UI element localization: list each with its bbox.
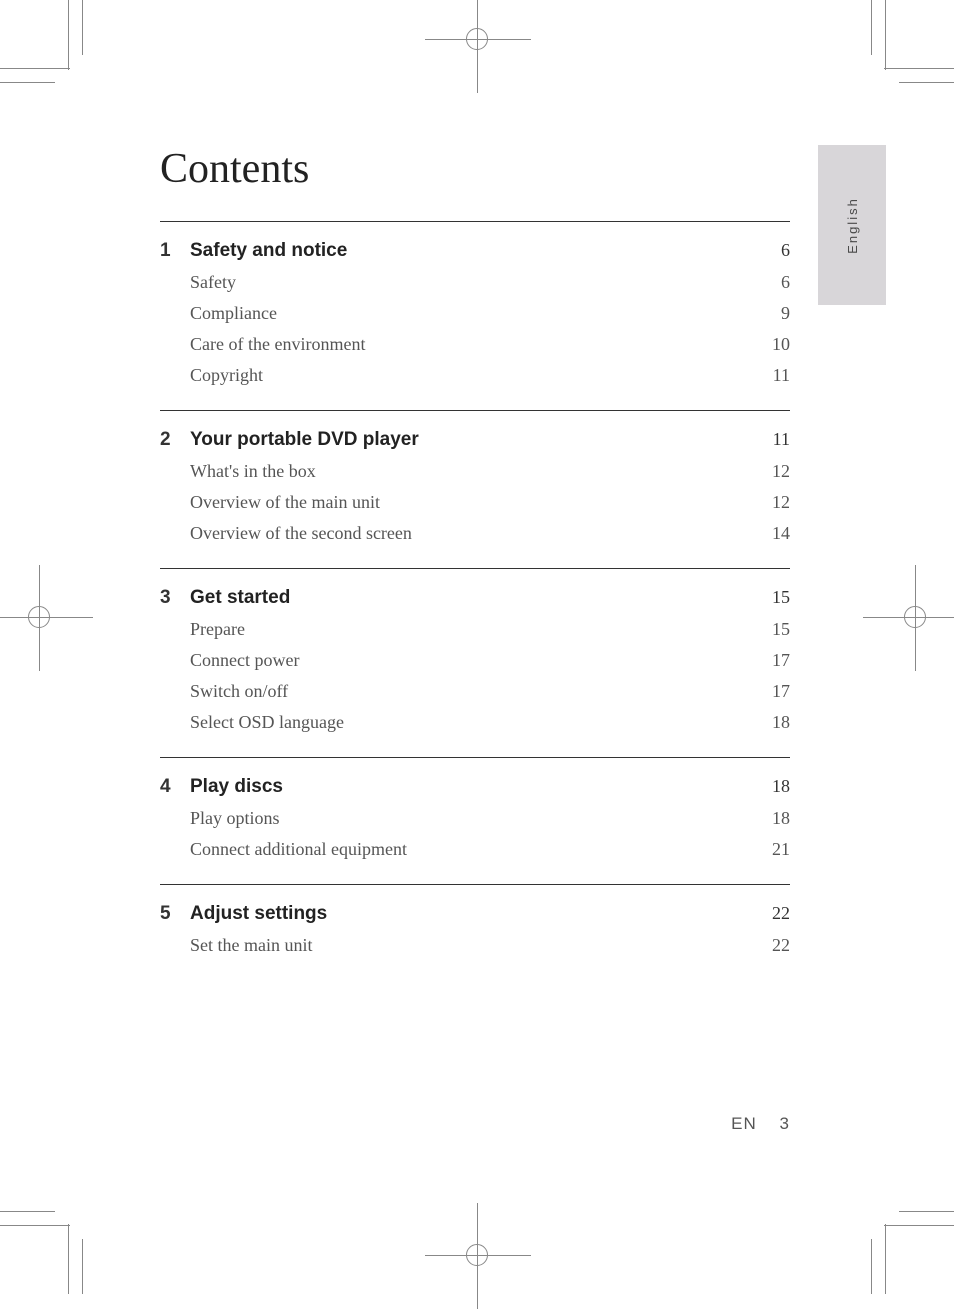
toc-section-number: 4 [160,776,190,798]
crop-mark [0,68,70,69]
toc-heading-row: 4Play discs18 [160,776,790,798]
toc-item-label: Overview of the second screen [190,523,750,544]
toc-item-label: Set the main unit [190,935,750,956]
toc-section-heading: Your portable DVD player [190,429,750,451]
toc-item-row: Connect power17 [160,650,790,671]
toc-item-page: 10 [750,334,790,355]
toc-heading-row: 1Safety and notice6 [160,240,790,262]
crop-mark [884,1225,954,1226]
toc-item-row: Safety6 [160,272,790,293]
registration-mark-icon [466,28,488,50]
toc-section-page: 11 [750,429,790,450]
toc-item-label: Overview of the main unit [190,492,750,513]
crop-mark [884,68,954,69]
language-tab-label: English [844,197,859,254]
toc-item-label: Prepare [190,619,750,640]
toc-item-page: 15 [750,619,790,640]
toc-section-heading: Play discs [190,776,750,798]
toc-section-page: 6 [750,240,790,261]
crop-mark [871,1239,872,1294]
crop-mark [0,1225,70,1226]
toc-item-row: Set the main unit22 [160,935,790,956]
registration-mark-icon [28,606,50,628]
toc-item-page: 9 [750,303,790,324]
crop-mark [885,1224,886,1294]
toc-item-row: Copyright11 [160,365,790,386]
table-of-contents: 1Safety and notice6Safety6Compliance9Car… [160,221,790,980]
toc-item-page: 22 [750,935,790,956]
toc-section-page: 22 [750,903,790,924]
toc-section-heading: Safety and notice [190,240,750,262]
footer-page-number: 3 [780,1114,789,1133]
toc-section: 5Adjust settings22Set the main unit22 [160,884,790,980]
toc-item-page: 6 [750,272,790,293]
toc-section: 2Your portable DVD player11What's in the… [160,410,790,568]
toc-item-page: 17 [750,681,790,702]
toc-item-label: Connect power [190,650,750,671]
page-content: Contents 1Safety and notice6Safety6Compl… [160,145,790,980]
toc-section: 3Get started15Prepare15Connect power17Sw… [160,568,790,757]
toc-item-row: What's in the box12 [160,461,790,482]
crop-mark [885,0,886,70]
toc-item-label: Compliance [190,303,750,324]
toc-item-row: Care of the environment10 [160,334,790,355]
toc-section-number: 3 [160,587,190,609]
registration-mark-icon [904,606,926,628]
toc-heading-row: 3Get started15 [160,587,790,609]
toc-item-row: Overview of the second screen14 [160,523,790,544]
crop-mark [899,82,954,83]
toc-item-label: Play options [190,808,750,829]
toc-item-row: Select OSD language18 [160,712,790,733]
toc-item-page: 21 [750,839,790,860]
toc-section-number: 2 [160,429,190,451]
crop-mark [0,1211,55,1212]
toc-heading-row: 5Adjust settings22 [160,903,790,925]
crop-mark [82,1239,83,1294]
toc-item-label: Switch on/off [190,681,750,702]
toc-item-row: Play options18 [160,808,790,829]
toc-item-row: Prepare15 [160,619,790,640]
crop-mark [899,1211,954,1212]
toc-section-number: 5 [160,903,190,925]
page-footer: EN 3 [731,1114,789,1134]
footer-lang-code: EN [731,1114,757,1133]
toc-item-row: Switch on/off17 [160,681,790,702]
toc-section-page: 15 [750,587,790,608]
toc-section: 1Safety and notice6Safety6Compliance9Car… [160,221,790,410]
toc-section-number: 1 [160,240,190,262]
toc-section: 4Play discs18Play options18Connect addit… [160,757,790,884]
toc-item-label: Connect additional equipment [190,839,750,860]
toc-item-page: 11 [750,365,790,386]
toc-item-page: 17 [750,650,790,671]
registration-mark-icon [466,1244,488,1266]
toc-item-row: Compliance9 [160,303,790,324]
toc-section-page: 18 [750,776,790,797]
toc-item-label: Care of the environment [190,334,750,355]
toc-item-label: Select OSD language [190,712,750,733]
toc-section-heading: Get started [190,587,750,609]
toc-item-page: 12 [750,461,790,482]
toc-item-page: 14 [750,523,790,544]
crop-mark [68,1224,69,1294]
toc-item-page: 18 [750,712,790,733]
toc-item-label: What's in the box [190,461,750,482]
page-title: Contents [160,145,790,193]
language-tab: English [818,145,886,305]
crop-mark [68,0,69,70]
toc-item-label: Copyright [190,365,750,386]
toc-item-row: Connect additional equipment21 [160,839,790,860]
crop-mark [871,0,872,55]
toc-item-label: Safety [190,272,750,293]
toc-item-page: 12 [750,492,790,513]
toc-section-heading: Adjust settings [190,903,750,925]
toc-item-row: Overview of the main unit12 [160,492,790,513]
crop-mark [82,0,83,55]
toc-heading-row: 2Your portable DVD player11 [160,429,790,451]
crop-mark [0,82,55,83]
toc-item-page: 18 [750,808,790,829]
